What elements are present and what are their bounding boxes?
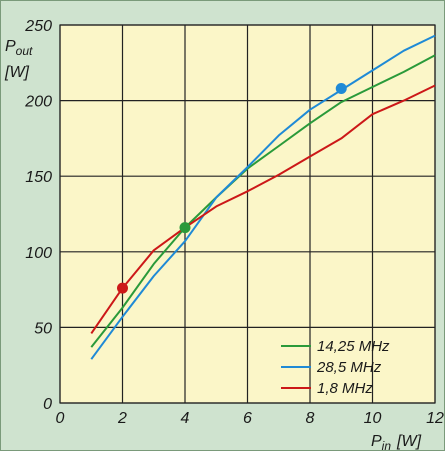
x-tick-label: 10 (364, 410, 382, 427)
legend-label: 1,8 MHz (317, 380, 373, 397)
x-tick-label: 0 (56, 410, 65, 427)
x-tick-label: 2 (117, 410, 127, 427)
y-axis-label: Pout (5, 38, 33, 58)
legend-label: 14,25 MHz (317, 338, 390, 355)
series-marker-1 (335, 83, 347, 95)
x-tick-label: 12 (426, 410, 444, 427)
legend-label: 28,5 MHz (316, 359, 382, 376)
series-line-1 (90, 34, 436, 360)
y-tick-label: 150 (25, 169, 52, 186)
y-tick-label: 100 (25, 245, 52, 262)
series-marker-0 (179, 222, 191, 234)
y-tick-label: 50 (34, 320, 52, 337)
series-line-0 (90, 54, 436, 348)
x-tick-label: 4 (181, 410, 190, 427)
x-tick-label: 8 (306, 410, 315, 427)
y-tick-label: 250 (24, 18, 52, 35)
y-tick-label: 0 (43, 396, 52, 413)
x-axis-label: Pin [W] (371, 433, 422, 450)
series-marker-2 (117, 282, 128, 294)
y-axis-unit: [W] (4, 64, 30, 81)
x-tick-label: 6 (243, 410, 252, 427)
y-tick-label: 200 (24, 94, 52, 111)
series-line-2 (90, 84, 436, 334)
